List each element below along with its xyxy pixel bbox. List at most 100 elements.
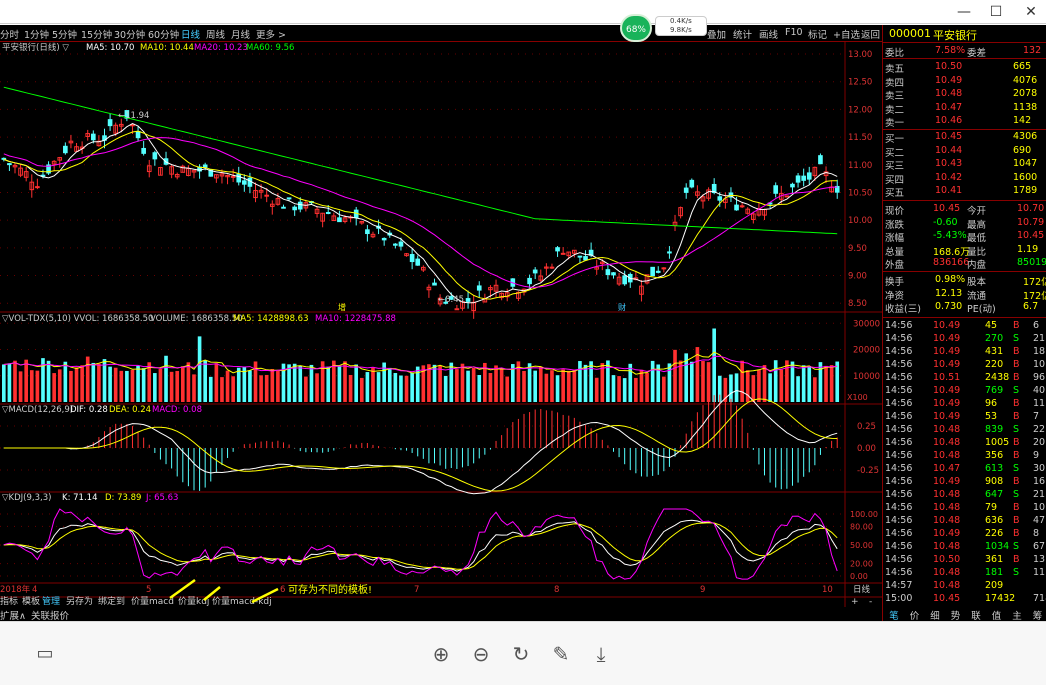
period-tab-monthly[interactable]: 月线: [231, 30, 251, 41]
maximize-icon[interactable]: ☐: [989, 4, 1003, 20]
period-tab-1min[interactable]: 1分钟: [24, 30, 50, 41]
template-tab-1[interactable]: 模板: [22, 595, 40, 607]
bid-row: 买一 10.45 4306: [883, 131, 1046, 145]
candle-body: [443, 301, 449, 304]
vol-tick-label: 20000: [853, 346, 880, 356]
template-tab-0[interactable]: 指标: [0, 595, 18, 607]
tick-cell: S: [1013, 333, 1020, 344]
candle-body: [202, 164, 208, 168]
right-tab-6[interactable]: 主: [1012, 611, 1022, 621]
volume-bar: [164, 355, 168, 402]
zoom-in-icon[interactable]: ⊕: [432, 642, 450, 666]
related-quote-tab[interactable]: 关联报价: [31, 611, 70, 622]
period-tab-5min[interactable]: 5分钟: [52, 30, 78, 41]
candle-body: [751, 213, 756, 220]
template-tab-2[interactable]: 管理: [42, 595, 60, 607]
period-tab-weekly[interactable]: 周线: [206, 30, 226, 41]
tick-cell: 6: [1033, 320, 1040, 331]
volume-bar: [147, 362, 152, 402]
bid-row-cell: 10.42: [935, 171, 963, 183]
period-tab-daily[interactable]: 日线: [181, 30, 201, 41]
tick-row: 14:56 10.49 45 B 6: [883, 320, 1046, 333]
volume-bar: [91, 362, 96, 402]
period-tab-more[interactable]: 更多 >: [256, 30, 286, 41]
volume-bar: [645, 373, 649, 402]
menu-draw-button[interactable]: 画线: [759, 30, 779, 41]
volume-bar: [561, 369, 565, 402]
tick-cell: 21: [1033, 333, 1046, 344]
menu-back-button[interactable]: 返回: [861, 30, 881, 41]
ask-row: 卖二 10.47 1138: [883, 102, 1046, 116]
cpu-usage-badge[interactable]: 68%: [620, 14, 652, 42]
tick-cell: 40: [1033, 385, 1046, 396]
right-tab-2[interactable]: 细: [930, 611, 940, 621]
kline-chart-svg[interactable]: 13.00 12.50 12.00 11.50 11.00 10.50 10.00 9.50 9…: [0, 42, 882, 607]
chart-area[interactable]: 13.00 12.50 12.00 11.50 11.00 10.50 10.00 9.50 9…: [0, 42, 882, 607]
right-tab-4[interactable]: 联: [971, 611, 981, 621]
period-tab-fenshi[interactable]: 分时: [0, 30, 20, 41]
menu-watchlist-button[interactable]: +自选: [833, 30, 860, 41]
tick-cell: 14:57: [885, 580, 913, 591]
menu-stats-button[interactable]: 统计: [733, 30, 753, 41]
period-tab-60min[interactable]: 60分钟: [148, 30, 180, 41]
template-tab-7[interactable]: 价量macd-kdj: [212, 596, 272, 607]
candle-body: [655, 270, 661, 273]
volume-bar: [583, 364, 588, 402]
bottom-tab-strip: 扩展∧ 关联报价: [0, 607, 882, 622]
candle-body: [130, 124, 135, 127]
volume-bar: [740, 360, 744, 402]
expand-tab[interactable]: 扩展∧: [0, 611, 26, 622]
low-price-marker: ←8.45: [438, 295, 464, 305]
tick-cell: 14:56: [885, 528, 913, 539]
menu-f10-button[interactable]: F10: [785, 27, 803, 38]
period-tab-15min[interactable]: 15分钟: [81, 30, 113, 41]
right-tab-5[interactable]: 值: [991, 611, 1002, 621]
layout-icon[interactable]: ▭: [36, 643, 54, 664]
tick-cell: B: [1013, 320, 1020, 331]
rotate-icon[interactable]: ↻: [512, 642, 530, 666]
stat-row-cell: 10.79: [1017, 216, 1045, 228]
period-tab-30min[interactable]: 30分钟: [114, 30, 146, 41]
zoom-out-icon[interactable]: ⊖: [472, 642, 490, 666]
right-tab-1[interactable]: 价: [909, 611, 920, 621]
tick-cell: 10: [1033, 359, 1046, 370]
stat2-row-cell: 净资: [885, 290, 905, 302]
close-icon[interactable]: ✕: [1025, 4, 1037, 20]
candle-body: [370, 233, 376, 238]
volume-bar: [801, 365, 806, 402]
ma20-line: [3, 137, 838, 288]
weibi-row: 委比 7.58% 委差 132: [883, 45, 1046, 59]
menu-mark-button[interactable]: 标记: [808, 30, 828, 41]
ma5-value: MA5: 10.70: [86, 43, 134, 53]
right-tab-7[interactable]: 筹: [1032, 611, 1043, 621]
download-icon[interactable]: ⤓: [596, 642, 606, 666]
tick-cell: 10.48: [933, 580, 961, 591]
stat-row-cell: 涨幅: [885, 233, 905, 245]
candle-body: [275, 198, 281, 205]
candle-body: [68, 140, 74, 144]
candle-body: [577, 255, 583, 258]
template-tab-6[interactable]: 价量kdj: [178, 596, 209, 607]
template-tab-4[interactable]: 绑定到: [98, 595, 125, 607]
volume-bar: [74, 367, 79, 402]
tick-cell: S: [1013, 489, 1020, 500]
menu-overlay-button[interactable]: 叠加: [707, 30, 727, 41]
minimize-icon[interactable]: —: [957, 4, 971, 20]
volume-bar: [639, 369, 644, 402]
volume-bar: [404, 375, 409, 402]
tick-cell: 21: [1033, 489, 1046, 500]
weibi-row-cell: 7.58%: [935, 45, 966, 56]
template-tab-3[interactable]: 另存为: [66, 595, 93, 607]
right-tab-3[interactable]: 势: [950, 611, 961, 621]
edit-icon[interactable]: ✎: [552, 642, 570, 666]
tick-cell: 718: [1033, 593, 1046, 604]
volume-bar: [773, 360, 778, 402]
panel-divider: [883, 58, 1046, 59]
stat-row: 现价 10.45 今开 10.70: [883, 203, 1046, 217]
candle-body: [706, 189, 711, 199]
volume-bar: [52, 373, 56, 402]
tick-row: 14:56 10.49 270 S 21: [883, 333, 1046, 346]
template-tab-5[interactable]: 价量macd: [131, 596, 174, 607]
right-tab-0[interactable]: 笔: [889, 611, 899, 621]
volume-bar: [46, 360, 51, 402]
